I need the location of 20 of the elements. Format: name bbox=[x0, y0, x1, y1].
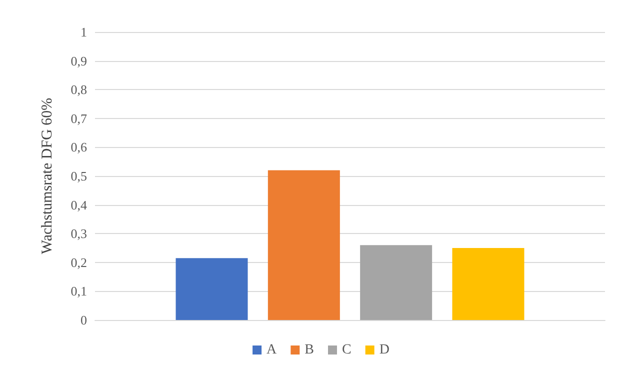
y-tick-label: 0,5 bbox=[70, 168, 87, 184]
legend-label: D bbox=[379, 342, 390, 358]
y-tick-label: 0,8 bbox=[70, 82, 87, 98]
bar bbox=[268, 170, 340, 320]
bar bbox=[360, 245, 432, 320]
y-tick-label: 0,3 bbox=[70, 226, 87, 242]
y-tick-label: 0,1 bbox=[70, 284, 87, 299]
legend-label: A bbox=[266, 342, 278, 358]
y-tick-label: 0,2 bbox=[70, 254, 87, 270]
legend-label: B bbox=[304, 342, 314, 358]
y-tick-label: 0,7 bbox=[70, 110, 88, 126]
legend-label: C bbox=[342, 342, 352, 358]
bar bbox=[452, 248, 524, 320]
y-tick-label: 1 bbox=[80, 24, 87, 40]
y-axis-title: Wachstumsrate DFG 60% bbox=[40, 98, 56, 254]
y-tick-label: 0,4 bbox=[70, 197, 88, 212]
y-tick-label: 0 bbox=[80, 312, 87, 328]
y-tick-label: 0,9 bbox=[70, 53, 87, 68]
bar bbox=[176, 258, 248, 320]
y-tick-label: 0,6 bbox=[70, 140, 88, 155]
